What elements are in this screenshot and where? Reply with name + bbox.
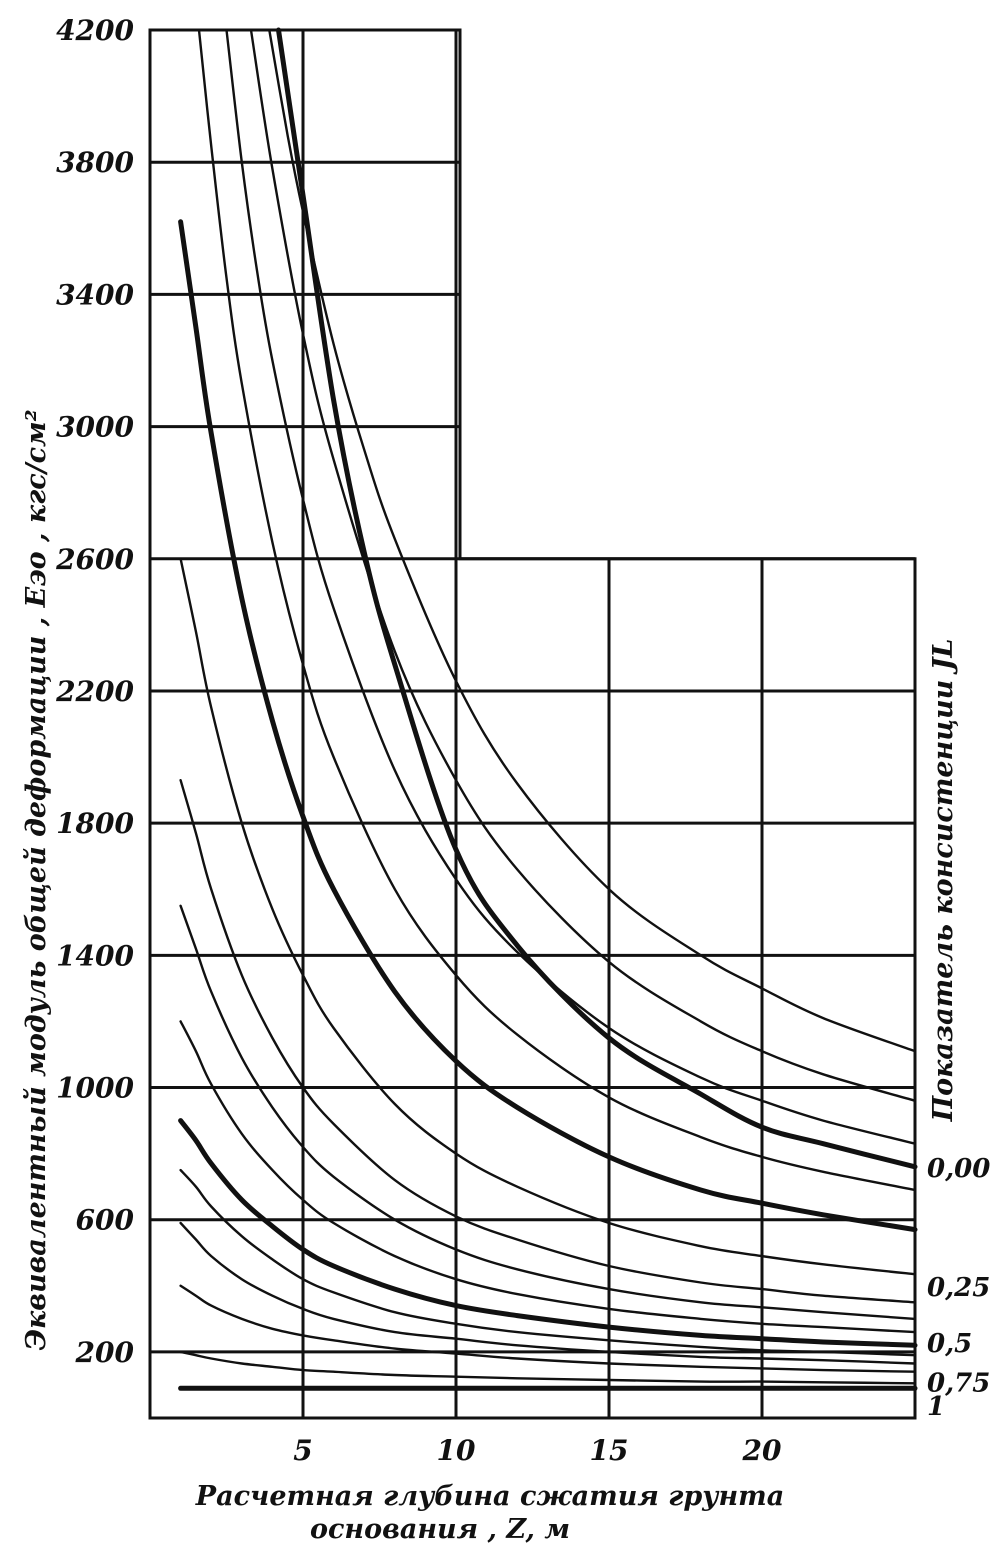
y-axis-title: Эквивалентный модуль общей деформации , …	[21, 409, 52, 1350]
curves	[178, 27, 918, 1391]
y-tick-label: 4200	[56, 14, 134, 47]
y-tick-label: 1000	[56, 1072, 134, 1105]
right-axis-title: Показатель консистенции JL	[928, 639, 959, 1123]
grid	[148, 28, 917, 1420]
consistency-label: 0,00	[927, 1154, 990, 1184]
y-tick-label: 3800	[56, 146, 134, 179]
consistency-label: 0,25	[927, 1273, 990, 1303]
y-tick-label: 200	[75, 1336, 135, 1369]
consistency-curve-4	[179, 1221, 917, 1365]
consistency-curve-10	[179, 557, 917, 1276]
tick-labels: 200 600 1000 1400 1800 2200 2600 3000 3400 3800 42…	[55, 14, 782, 1467]
y-tick-label: 1400	[56, 939, 134, 972]
consistency-curve-14	[249, 28, 917, 1102]
consistency-label: 1	[927, 1392, 945, 1422]
x-axis-title-line1: Расчетная глубина сжатия грунта	[195, 1481, 784, 1512]
x-tick-label: 15	[590, 1434, 629, 1467]
consistency-curve-6	[178, 1118, 918, 1348]
x-axis-title-line2: основания , Z, м	[310, 1514, 570, 1545]
y-tick-label: 3000	[56, 411, 134, 444]
consistency-labels: 0,00 0,25 0,5 0,751	[927, 1154, 990, 1422]
consistency-curve-16	[276, 27, 918, 1170]
consistency-label: 0,5	[927, 1329, 972, 1359]
y-axis-title-prefix: Эквивалентный модуль общей деформации ,	[21, 617, 52, 1351]
x-tick-label: 10	[437, 1434, 476, 1467]
y-tick-label: 2600	[55, 543, 134, 576]
consistency-curve-12	[197, 28, 917, 1192]
consistency-curve-9	[179, 779, 917, 1304]
x-tick-label: 20	[742, 1434, 782, 1467]
consistency-curve-13	[225, 28, 917, 1145]
consistency-curve-5	[179, 1168, 917, 1357]
x-tick-label: 5	[293, 1434, 312, 1467]
consistency-curve-8	[179, 904, 917, 1321]
consistency-curve-15	[268, 28, 917, 1053]
consistency-curve-7	[179, 1020, 917, 1334]
consistency-curve-11	[178, 219, 918, 1233]
consistency-curve-3	[179, 1284, 917, 1373]
y-axis-title-symbol: Eэо	[21, 551, 52, 608]
y-tick-label: 3400	[56, 278, 134, 311]
y-tick-label: 600	[76, 1204, 135, 1237]
consistency-label: 0,75	[927, 1369, 990, 1399]
y-axis-title-unit: , кгс/см²	[21, 409, 52, 543]
y-tick-label: 2200	[55, 675, 134, 708]
consistency-curve-2	[179, 1350, 917, 1385]
y-tick-label: 1800	[56, 807, 134, 840]
